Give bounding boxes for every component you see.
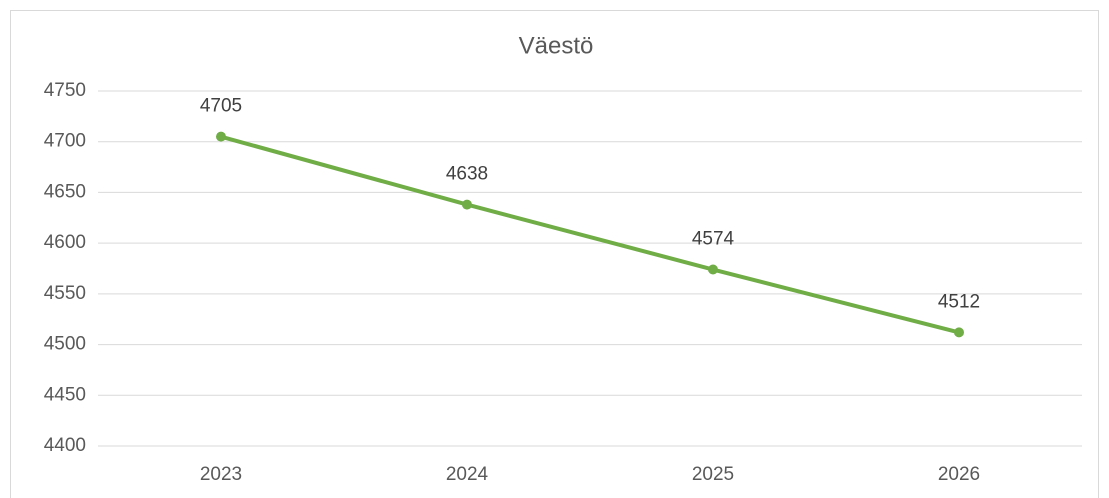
marker <box>954 327 964 338</box>
x-tick-label: 2025 <box>692 464 734 485</box>
y-tick-label: 4650 <box>44 181 86 202</box>
y-tick-label: 4400 <box>44 435 86 456</box>
marker <box>462 199 472 210</box>
y-tick-label: 4550 <box>44 283 86 304</box>
marker <box>216 131 226 142</box>
chart-title: Väestö <box>519 32 594 59</box>
y-tick-label: 4450 <box>44 384 86 405</box>
y-tick-label: 4500 <box>44 334 86 355</box>
series-line <box>220 134 960 335</box>
x-tick-label: 2026 <box>938 464 980 485</box>
y-tick-label: 4750 <box>44 80 86 101</box>
data-label: 4574 <box>692 229 735 250</box>
y-tick-label: 4600 <box>44 232 86 253</box>
x-tick-label: 2024 <box>446 464 489 485</box>
data-label: 4512 <box>938 291 980 312</box>
marker <box>708 264 718 275</box>
x-tick-label: 2023 <box>200 464 242 485</box>
data-label: 4638 <box>446 164 488 185</box>
chart-border <box>10 10 1099 498</box>
data-label: 4705 <box>200 96 242 117</box>
y-tick-label: 4700 <box>44 131 86 152</box>
